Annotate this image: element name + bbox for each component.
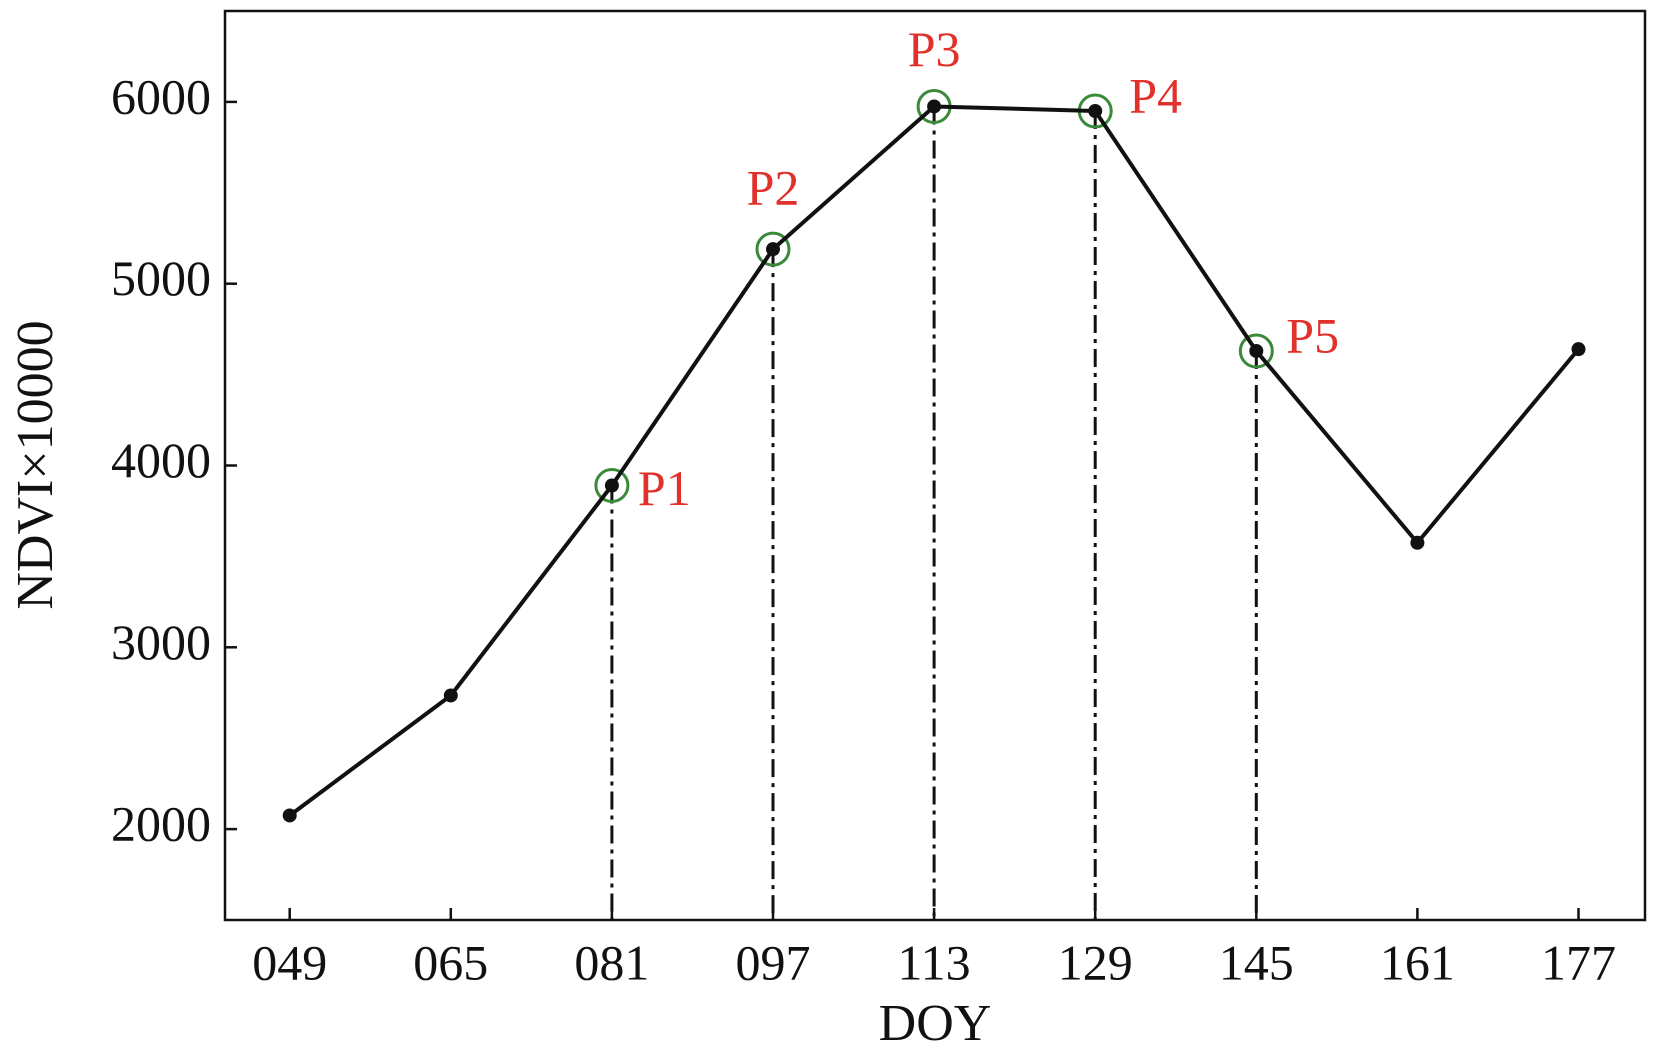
highlight-ring: [755, 231, 791, 267]
annotation-label: P5: [1286, 307, 1339, 363]
y-axis-title: NDVI×10000: [7, 320, 64, 609]
point: [443, 688, 458, 703]
point: [927, 99, 942, 114]
y-tick-label: 6000: [111, 68, 211, 124]
y-tick-label: 2000: [111, 796, 211, 852]
x-tick-label: 097: [736, 934, 811, 990]
point: [1571, 342, 1586, 357]
annotation-label: P4: [1129, 67, 1182, 123]
annotation-label: P2: [747, 160, 800, 216]
point: [282, 808, 297, 823]
highlight-ring: [1238, 333, 1274, 369]
point: [604, 478, 619, 493]
point: [1249, 343, 1264, 358]
annotation-label: P3: [908, 21, 961, 77]
x-tick-label: 081: [574, 934, 649, 990]
y-tick-label: 3000: [111, 614, 211, 670]
x-tick-label: 129: [1058, 934, 1133, 990]
point: [1088, 103, 1103, 118]
x-tick-label: 177: [1541, 934, 1616, 990]
x-tick-label: 161: [1380, 934, 1455, 990]
y-tick-label: 5000: [111, 250, 211, 306]
annotation-label: P1: [638, 460, 691, 516]
x-tick-label: 049: [252, 934, 327, 990]
x-tick-label: 113: [898, 934, 971, 990]
point: [1410, 535, 1425, 550]
highlight-ring: [594, 467, 630, 503]
y-tick-label: 4000: [111, 432, 211, 488]
x-tick-label: 065: [413, 934, 488, 990]
x-axis-title: DOY: [879, 995, 992, 1052]
point: [766, 242, 780, 257]
x-tick-label: 145: [1219, 934, 1294, 990]
